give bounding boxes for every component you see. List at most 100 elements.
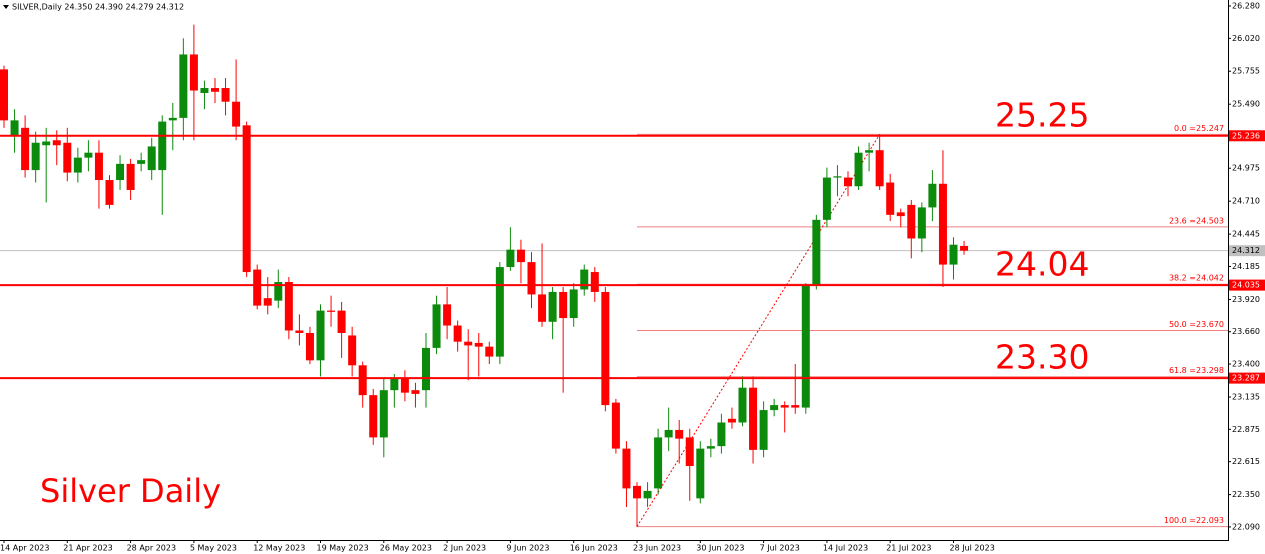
candle-body [822, 177, 831, 220]
level-annotation: 23.30 [995, 338, 1089, 377]
candle-body [474, 342, 483, 347]
candle-body [432, 304, 441, 348]
x-tick-label: 28 Apr 2023 [127, 544, 176, 553]
candle-body [717, 422, 726, 447]
candle-body [569, 289, 578, 319]
y-tick-label: 23.400 [1232, 360, 1260, 369]
candle-body [443, 304, 452, 326]
candle-body [42, 141, 51, 146]
y-tick-label: 25.755 [1232, 67, 1260, 76]
candle-body [886, 182, 895, 215]
chart-header: SILVER,Daily 24.350 24.390 24.279 24.312 [12, 3, 184, 12]
candle-body [263, 298, 272, 306]
x-tick-label: 28 Jul 2023 [950, 544, 995, 553]
candle-body [137, 160, 146, 164]
price-box [1229, 279, 1265, 291]
candle-body [865, 150, 874, 153]
candle-body [812, 219, 821, 286]
candle-body [305, 332, 314, 361]
candle-body [10, 120, 19, 136]
header-arrow [3, 5, 9, 9]
y-tick-label: 25.490 [1232, 100, 1260, 109]
candle-body [358, 365, 367, 396]
candle-body [348, 335, 357, 366]
x-tick-label: 14 Apr 2023 [0, 544, 49, 553]
candle-body [31, 142, 40, 171]
candle-body [538, 294, 547, 322]
x-tick-label: 26 May 2023 [380, 544, 432, 553]
candle-body [506, 249, 515, 268]
x-tick-label: 21 Apr 2023 [63, 544, 112, 553]
candle-body [464, 341, 473, 346]
price-box-label: 24.035 [1232, 281, 1260, 290]
candle-body [211, 88, 219, 92]
candle-body [960, 245, 969, 251]
fib-label: 50.0 =23.670 [1169, 320, 1224, 329]
candle-body [400, 377, 409, 393]
candle-body [770, 405, 779, 411]
candle-body [801, 285, 810, 408]
candle-body [295, 330, 304, 333]
candle-body [253, 269, 262, 306]
fib-trend [636, 134, 881, 527]
fib-label: 23.6 =24.503 [1169, 216, 1224, 225]
x-tick-label: 9 Jun 2023 [506, 544, 549, 553]
fib-label: 61.8 =23.298 [1169, 366, 1224, 375]
candle-body [664, 429, 673, 438]
candle-body [369, 395, 378, 438]
candle-body [875, 150, 884, 187]
candle-body [696, 448, 705, 499]
x-tick-label: 7 Jul 2023 [760, 544, 800, 553]
x-tick-label: 2 Jun 2023 [443, 544, 486, 553]
candle-body [759, 410, 768, 450]
candle-body [274, 281, 283, 301]
y-tick-label: 22.875 [1232, 425, 1260, 434]
candle-body [633, 485, 641, 499]
candle-body [559, 291, 568, 319]
candle-body [622, 448, 631, 489]
candle-body [411, 390, 420, 394]
y-tick-label: 24.185 [1232, 262, 1260, 271]
fib-label: 0.0 =25.247 [1174, 124, 1224, 133]
last-price-label: 24.312 [1232, 246, 1260, 255]
level-annotation: 25.25 [995, 95, 1089, 134]
y-tick-label: 22.090 [1232, 522, 1260, 531]
candle-body [147, 146, 156, 171]
candle-body [780, 405, 789, 408]
candle-body [422, 347, 430, 391]
candle-body [126, 163, 135, 190]
candle-body [685, 437, 694, 467]
fib-label: 100.0 =22.093 [1164, 516, 1224, 525]
candle-body [73, 157, 82, 173]
y-tick-label: 23.135 [1232, 393, 1260, 402]
candle-body [738, 387, 747, 423]
price-box [1229, 245, 1265, 257]
candle-body [158, 121, 167, 171]
candle-body [94, 152, 103, 181]
chart-title: Silver Daily [40, 472, 221, 510]
x-tick-label: 16 Jun 2023 [570, 544, 618, 553]
candle-body [844, 177, 852, 187]
candle-body [316, 310, 325, 361]
y-tick-label: 26.020 [1232, 34, 1260, 43]
candle-body [928, 183, 937, 208]
candle-body [485, 346, 494, 357]
level-annotation: 24.04 [995, 245, 1089, 284]
candle-body [390, 377, 399, 391]
candle-body [917, 207, 926, 239]
candle-body [327, 310, 336, 312]
candle-body [189, 54, 198, 91]
y-tick-label: 23.660 [1232, 327, 1260, 336]
price-box [1229, 130, 1265, 142]
candle-body [105, 180, 114, 205]
y-tick-label: 23.920 [1232, 295, 1260, 304]
y-tick-label: 24.445 [1232, 230, 1260, 239]
candle-body [833, 176, 842, 178]
fib-label: 38.2 =24.042 [1169, 274, 1224, 283]
candle-body [590, 272, 599, 292]
y-tick-label: 24.710 [1232, 197, 1260, 206]
price-box-label: 23.287 [1232, 374, 1260, 383]
candle-body [179, 54, 188, 118]
